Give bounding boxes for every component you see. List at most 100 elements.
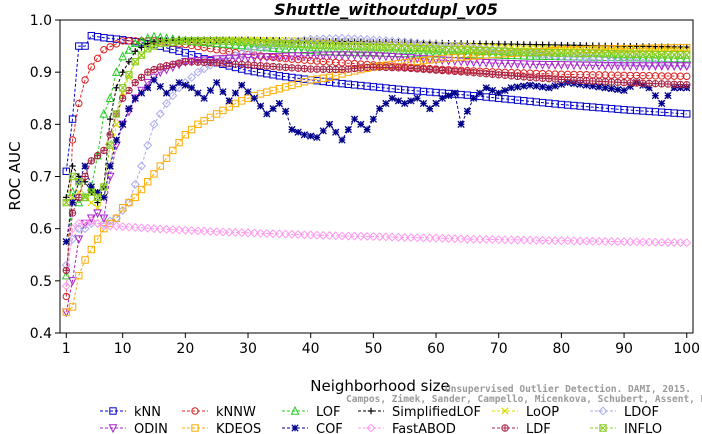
data-point [520, 41, 527, 48]
data-point [68, 209, 77, 217]
data-point [99, 108, 109, 118]
data-point [206, 86, 215, 95]
data-point [206, 113, 215, 122]
data-point [87, 245, 96, 254]
data-point [626, 79, 635, 87]
data-point [627, 42, 634, 50]
data-point [650, 62, 660, 72]
data-point [225, 59, 233, 68]
data-point [387, 53, 397, 62]
data-point [569, 236, 579, 246]
data-point [332, 65, 340, 74]
data-point [86, 214, 96, 224]
data-point [444, 91, 453, 100]
data-point [162, 98, 172, 108]
data-point [124, 222, 134, 232]
data-point [149, 119, 159, 129]
data-point [231, 36, 240, 44]
data-point [181, 131, 190, 139]
data-point [456, 57, 466, 67]
data-point [625, 237, 635, 247]
data-point [595, 83, 603, 91]
data-point [381, 232, 391, 242]
data-point [638, 58, 648, 68]
data-point [338, 136, 346, 144]
data-point [338, 65, 346, 74]
data-point [343, 231, 353, 241]
data-point [570, 42, 578, 49]
data-point [444, 67, 453, 75]
legend-item-simplifiedlof: SimplifiedLOF [358, 405, 481, 420]
data-point [575, 236, 585, 246]
data-point [600, 61, 610, 71]
data-point [75, 178, 83, 186]
data-point [187, 226, 197, 236]
data-point [106, 219, 114, 228]
data-point [175, 37, 183, 46]
data-point [337, 51, 347, 61]
data-point [275, 84, 284, 93]
legend-marker [108, 424, 118, 434]
data-point [205, 226, 215, 236]
data-point [143, 140, 153, 150]
data-point [520, 82, 528, 90]
data-point [218, 55, 228, 64]
data-point [363, 125, 371, 134]
data-point [431, 48, 441, 58]
data-point [550, 61, 560, 70]
data-point [213, 78, 221, 87]
data-point [244, 61, 252, 69]
data-point [100, 224, 108, 233]
data-point [275, 99, 284, 108]
data-point [87, 63, 96, 71]
data-point [607, 85, 616, 93]
data-point [287, 229, 297, 239]
data-point [501, 71, 509, 79]
legend-marker [501, 407, 509, 415]
data-point [463, 68, 472, 76]
data-point [432, 66, 440, 74]
data-point [343, 34, 353, 44]
data-point [93, 209, 103, 219]
data-point [419, 65, 428, 73]
data-point [68, 224, 78, 234]
series-ldf [62, 58, 691, 275]
data-point [193, 56, 203, 66]
data-point [432, 99, 440, 108]
data-point [407, 64, 415, 73]
data-point [406, 37, 416, 47]
data-point [426, 105, 434, 113]
data-point [393, 36, 403, 46]
data-point [506, 235, 516, 245]
data-point [607, 78, 616, 86]
data-point [481, 234, 491, 244]
data-point [275, 63, 284, 71]
legend-item-knnw: kNNW [182, 405, 256, 420]
data-point [306, 34, 316, 44]
data-point [375, 52, 385, 62]
data-point [93, 54, 102, 63]
data-point [362, 51, 372, 61]
data-point [119, 68, 126, 76]
data-point [274, 52, 284, 62]
data-point [132, 48, 139, 55]
data-point [381, 52, 391, 62]
data-point [419, 55, 428, 64]
data-point [113, 84, 120, 92]
data-point [601, 78, 609, 86]
data-point [194, 89, 202, 97]
legend-label: INFLO [624, 422, 662, 434]
legend-label: FastABOD [392, 422, 456, 434]
data-point [601, 84, 609, 92]
data-point [106, 115, 114, 123]
data-point [532, 74, 541, 82]
data-point [169, 84, 177, 92]
data-point [532, 82, 540, 90]
data-point [657, 80, 666, 88]
data-point [401, 99, 409, 108]
data-point [256, 228, 266, 238]
data-point [463, 107, 472, 115]
data-point [519, 235, 529, 245]
data-point [344, 125, 352, 134]
